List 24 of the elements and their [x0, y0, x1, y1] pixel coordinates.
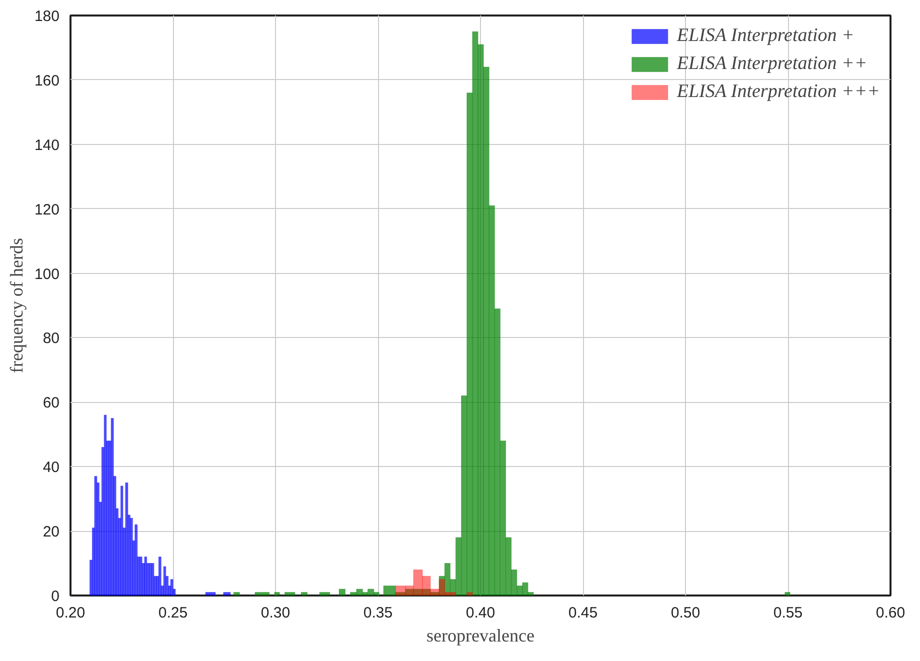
y-tick-label: 60 [42, 394, 60, 412]
legend-label: ELISA Interpretation +++ [676, 81, 880, 103]
x-tick-label: 0.55 [773, 604, 803, 622]
x-tick-label: 0.45 [568, 604, 598, 622]
x-tick-label: 0.60 [876, 604, 906, 622]
y-tick-label: 160 [34, 72, 60, 90]
x-tick-label: 0.25 [158, 604, 188, 622]
y-axis-title: frequency of herds [6, 238, 26, 373]
x-tick-label: 0.40 [466, 604, 496, 622]
legend-label: ELISA Interpretation + [676, 25, 854, 47]
y-tick-label: 120 [34, 201, 60, 218]
y-tick-label: 140 [34, 136, 60, 154]
y-tick-label: 40 [42, 459, 60, 476]
x-axis-title: seroprevalence [426, 626, 534, 646]
legend-label: ELISA Interpretation ++ [676, 53, 868, 75]
x-tick-label: 0.35 [363, 604, 393, 622]
y-tick-label: 180 [34, 8, 60, 25]
x-tick-label: 0.50 [670, 604, 700, 622]
x-tick-label: 0.20 [56, 604, 86, 622]
y-tick-label: 80 [42, 330, 60, 348]
y-tick-label: 0 [51, 588, 60, 605]
x-tick-label: 0.30 [260, 604, 290, 622]
y-tick-label: 20 [42, 524, 60, 541]
y-tick-label: 100 [34, 266, 60, 283]
